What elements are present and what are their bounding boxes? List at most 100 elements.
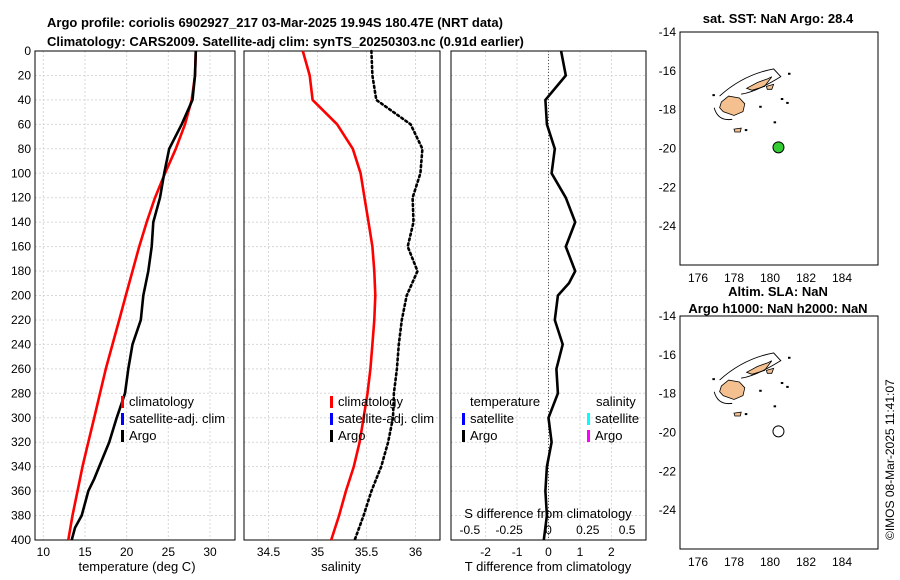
sst-map-lon-label: 184: [832, 271, 852, 285]
sla-map-lat-label: -18: [659, 387, 677, 401]
depth-tick-label: 80: [18, 142, 32, 156]
depth-tick-label: 120: [11, 191, 31, 205]
difference-legend-temperature-swatch: [462, 413, 465, 425]
sst-map-island-viti-levu: [719, 95, 746, 116]
salinity-frame: [243, 50, 441, 541]
depth-tick-label: 360: [11, 484, 31, 498]
depth-tick-label: 40: [18, 93, 32, 107]
sla-map-islet: [712, 378, 715, 381]
sst-map-island-kadavu: [733, 127, 742, 133]
salinity-legend-swatch: [330, 430, 333, 442]
sst-map-lat-label: -14: [659, 25, 677, 39]
temperature-frame: [34, 50, 236, 541]
sla-map-island-kadavu: [733, 411, 742, 417]
sla-map-lon-label: 184: [832, 555, 852, 569]
depth-tick-label: 240: [11, 337, 31, 351]
difference-legend-salinity-swatch: [587, 430, 590, 442]
sst-map-islet: [788, 72, 791, 75]
temperature-panel: 10 15 20 25 30020406080100120140160180200220…: [11, 44, 236, 559]
sla-map-islet: [773, 405, 777, 408]
sla-map-island-viti-levu: [719, 379, 746, 400]
sst-map-island-vanua-levu: [745, 76, 773, 91]
sst-map-island-taveuni: [765, 83, 775, 90]
difference-xtick-label: -1: [512, 545, 523, 559]
sst-map-islet: [773, 121, 777, 124]
sla-map-islet: [759, 389, 762, 392]
difference-xtick-label: 1: [577, 545, 584, 559]
temperature-xlabel: temperature (deg C): [78, 559, 195, 574]
sla-map-lat-label: -16: [659, 348, 677, 362]
salinity-climatology-line: [301, 50, 377, 541]
imos-timestamp: ©IMOS 08-Mar-2025 11:41:07: [883, 379, 897, 540]
temperature-legend-swatch: [121, 413, 124, 425]
salinity-argo-line: [353, 49, 424, 542]
depth-tick-label: 100: [11, 166, 31, 180]
salinity-xtick-label: 35: [311, 545, 325, 559]
figure-title-line1: Argo profile: coriolis 6902927_217 03-Ma…: [47, 15, 503, 30]
difference-legend-temperature-label: Argo: [470, 428, 497, 443]
difference-xtick-label: 2: [608, 545, 615, 559]
sst-map-lon-label: 176: [688, 271, 708, 285]
depth-tick-label: 60: [18, 117, 32, 131]
temperature-argo-line: [70, 50, 198, 541]
depth-tick-label: 280: [11, 386, 31, 400]
temperature-xtick-label: 25: [162, 545, 176, 559]
sst-map-reef-outline: [719, 68, 782, 97]
difference-legend-temperature-header: temperature: [470, 394, 540, 409]
difference-legend-salinity-swatch: [587, 413, 590, 425]
sla-map-float-marker: [772, 425, 785, 438]
sla-map-lon-label: 176: [688, 555, 708, 569]
temperature-legend-swatch: [121, 430, 124, 442]
sst-map-lat-label: -18: [659, 103, 677, 117]
difference-s-tick-label: 0: [545, 523, 552, 537]
sst-map-panel: 176 178 180 182 184 -14 -16 -18 -20 -22 -24: [659, 25, 879, 285]
depth-tick-label: 300: [11, 411, 31, 425]
sst-map-lat-label: -22: [659, 180, 677, 194]
difference-legend-salinity-header: salinity: [596, 394, 636, 409]
sla-map-islet: [786, 385, 789, 388]
difference-s-tick-label: 0.5: [619, 523, 636, 537]
sst-map-reef-outline-west: [713, 107, 733, 121]
sla-map-lat-label: -20: [659, 426, 677, 440]
salinity-xlabel: salinity: [321, 559, 361, 574]
temperature-xtick-label: 30: [203, 545, 217, 559]
depth-tick-label: 260: [11, 362, 31, 376]
sst-map-islet: [712, 94, 715, 97]
temperature-legend-swatch: [121, 396, 124, 408]
temperature-xtick-label: 20: [120, 545, 134, 559]
difference-s-tick-label: 0.25: [576, 523, 600, 537]
depth-tick-label: 400: [11, 533, 31, 547]
salinity-legend-swatch: [330, 413, 333, 425]
salinity-legend-swatch: [330, 396, 333, 408]
difference-panel: -2 -1 0 1 2 -0.5 -0.25 0 0.25 0.5 temperature satel…: [450, 50, 647, 559]
sla-map-islet: [780, 382, 784, 385]
sla-map-lat-label: -22: [659, 464, 677, 478]
t-difference-xlabel: T difference from climatology: [465, 559, 632, 574]
difference-xtick-label: 0: [545, 545, 552, 559]
sst-map-islet: [786, 101, 789, 104]
temperature-legend-label: climatology: [129, 394, 195, 409]
sst-map-islet: [759, 105, 762, 108]
sla-map-title-line1: Altim. SLA: NaN: [728, 284, 828, 299]
difference-legend-salinity-label: Argo: [595, 428, 622, 443]
depth-tick-label: 160: [11, 240, 31, 254]
sla-map-lon-label: 178: [724, 555, 744, 569]
sla-map-title-line2: Argo h1000: NaN h2000: NaN: [688, 301, 867, 316]
temperature-legend-label: satellite-adj. clim: [129, 411, 225, 426]
sla-map-islet: [744, 413, 748, 416]
sla-map-lat-label: -14: [659, 309, 677, 323]
salinity-legend-label: satellite-adj. clim: [338, 411, 434, 426]
sla-map-panel: 176 178 180 182 184 -14 -16 -18 -20 -22 -24: [659, 309, 879, 569]
sst-map-lat-label: -24: [659, 219, 677, 233]
sla-map-reef-outline-west: [713, 391, 733, 405]
sla-map-lon-label: 182: [796, 555, 816, 569]
salinity-xtick-label: 36: [409, 545, 423, 559]
depth-tick-label: 380: [11, 509, 31, 523]
sst-map-lon-label: 180: [760, 271, 780, 285]
difference-legend-salinity-label: satellite: [595, 411, 639, 426]
sla-map-lon-label: 180: [760, 555, 780, 569]
sla-map-islet: [788, 356, 791, 359]
figure-title-line2: Climatology: CARS2009. Satellite-adj cli…: [47, 34, 524, 49]
sst-map-title: sat. SST: NaN Argo: 28.4: [703, 11, 854, 26]
depth-tick-label: 20: [18, 68, 32, 82]
